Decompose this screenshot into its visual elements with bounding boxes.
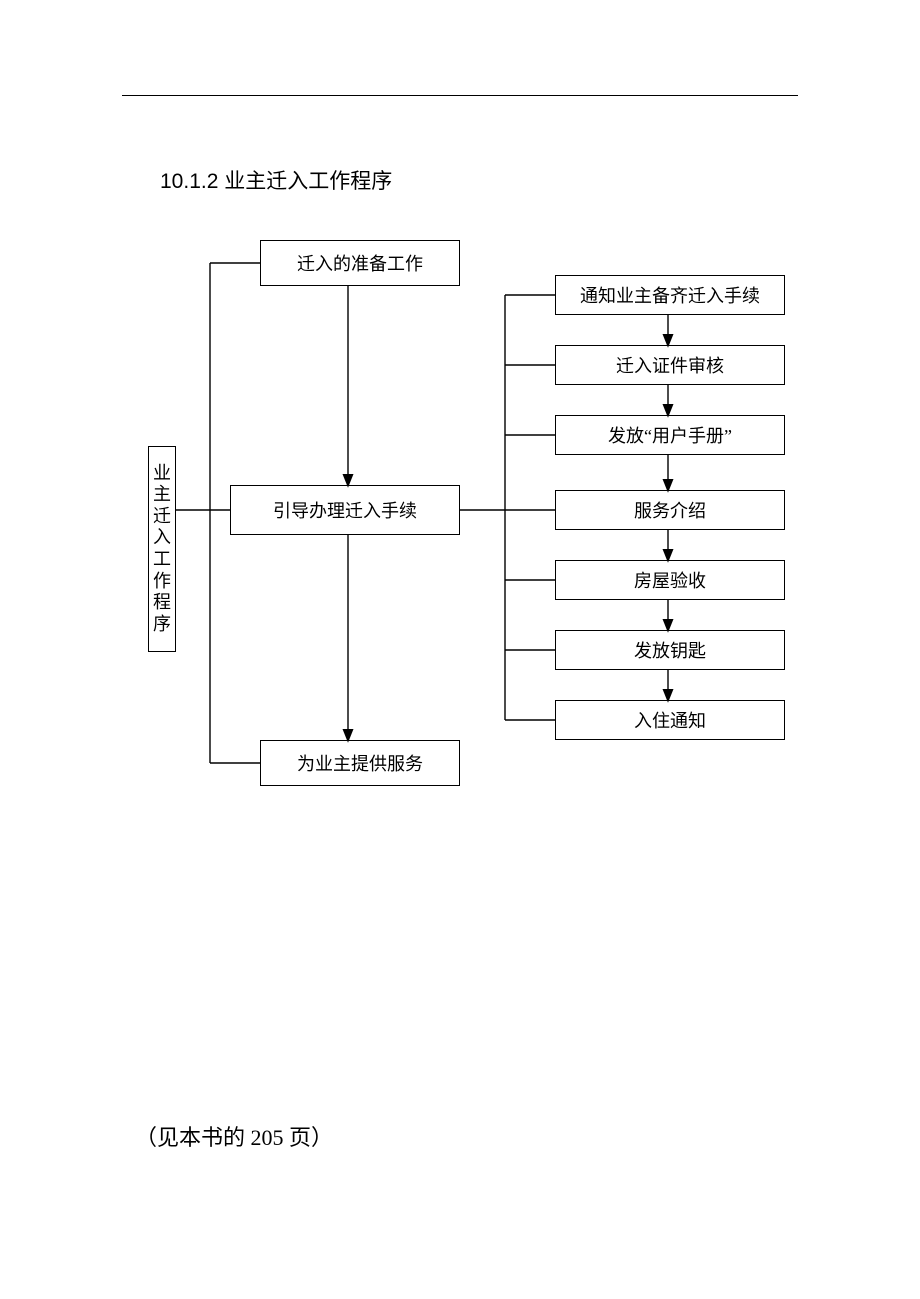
flow-node-r4: 服务介绍 xyxy=(555,490,785,530)
footer-note: （见本书的 205 页） xyxy=(135,1120,333,1152)
flow-node-r7: 入住通知 xyxy=(555,700,785,740)
flow-node-r2: 迁入证件审核 xyxy=(555,345,785,385)
flow-node-r6: 发放钥匙 xyxy=(555,630,785,670)
header-rule xyxy=(122,95,798,96)
flow-node-r3: 发放“用户手册” xyxy=(555,415,785,455)
flow-node-guide: 引导办理迁入手续 xyxy=(230,485,460,535)
flow-node-serve: 为业主提供服务 xyxy=(260,740,460,786)
section-heading: 10.1.2 业主迁入工作程序 xyxy=(160,165,392,195)
flow-node-r5: 房屋验收 xyxy=(555,560,785,600)
flow-node-prep: 迁入的准备工作 xyxy=(260,240,460,286)
page: 10.1.2 业主迁入工作程序 业主迁入工作程序 迁入的准备工作引导办理迁入手续… xyxy=(0,0,920,1299)
flow-root-label: 业主迁入工作程序 xyxy=(148,446,176,652)
flow-node-r1: 通知业主备齐迁入手续 xyxy=(555,275,785,315)
